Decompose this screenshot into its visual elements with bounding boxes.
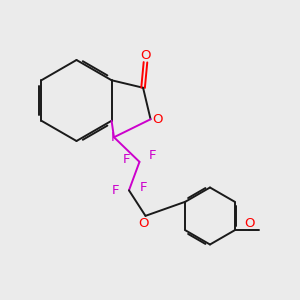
Text: F: F bbox=[112, 184, 119, 197]
Text: O: O bbox=[152, 113, 162, 126]
Text: O: O bbox=[140, 49, 151, 62]
Text: I: I bbox=[111, 131, 114, 144]
Text: O: O bbox=[139, 217, 149, 230]
Text: F: F bbox=[148, 149, 156, 162]
Text: O: O bbox=[244, 217, 254, 230]
Text: F: F bbox=[140, 181, 147, 194]
Text: F: F bbox=[123, 153, 130, 166]
